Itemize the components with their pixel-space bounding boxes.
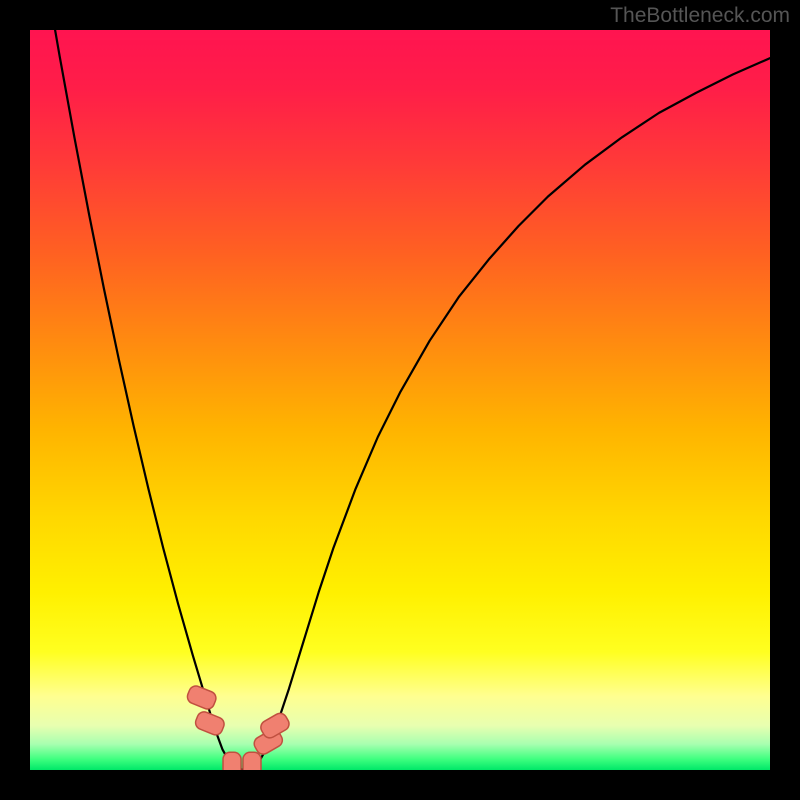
gradient-background [30,30,770,770]
curve-marker [185,684,218,711]
curve-marker [243,752,261,770]
bottleneck-curve [30,30,770,770]
marker-group [185,684,291,770]
curve-marker [193,710,226,737]
curve-marker [223,752,241,770]
watermark-text: TheBottleneck.com [610,4,790,28]
curve-marker [252,727,285,757]
curve-marker [258,711,291,741]
chart-plot-area [30,30,770,770]
